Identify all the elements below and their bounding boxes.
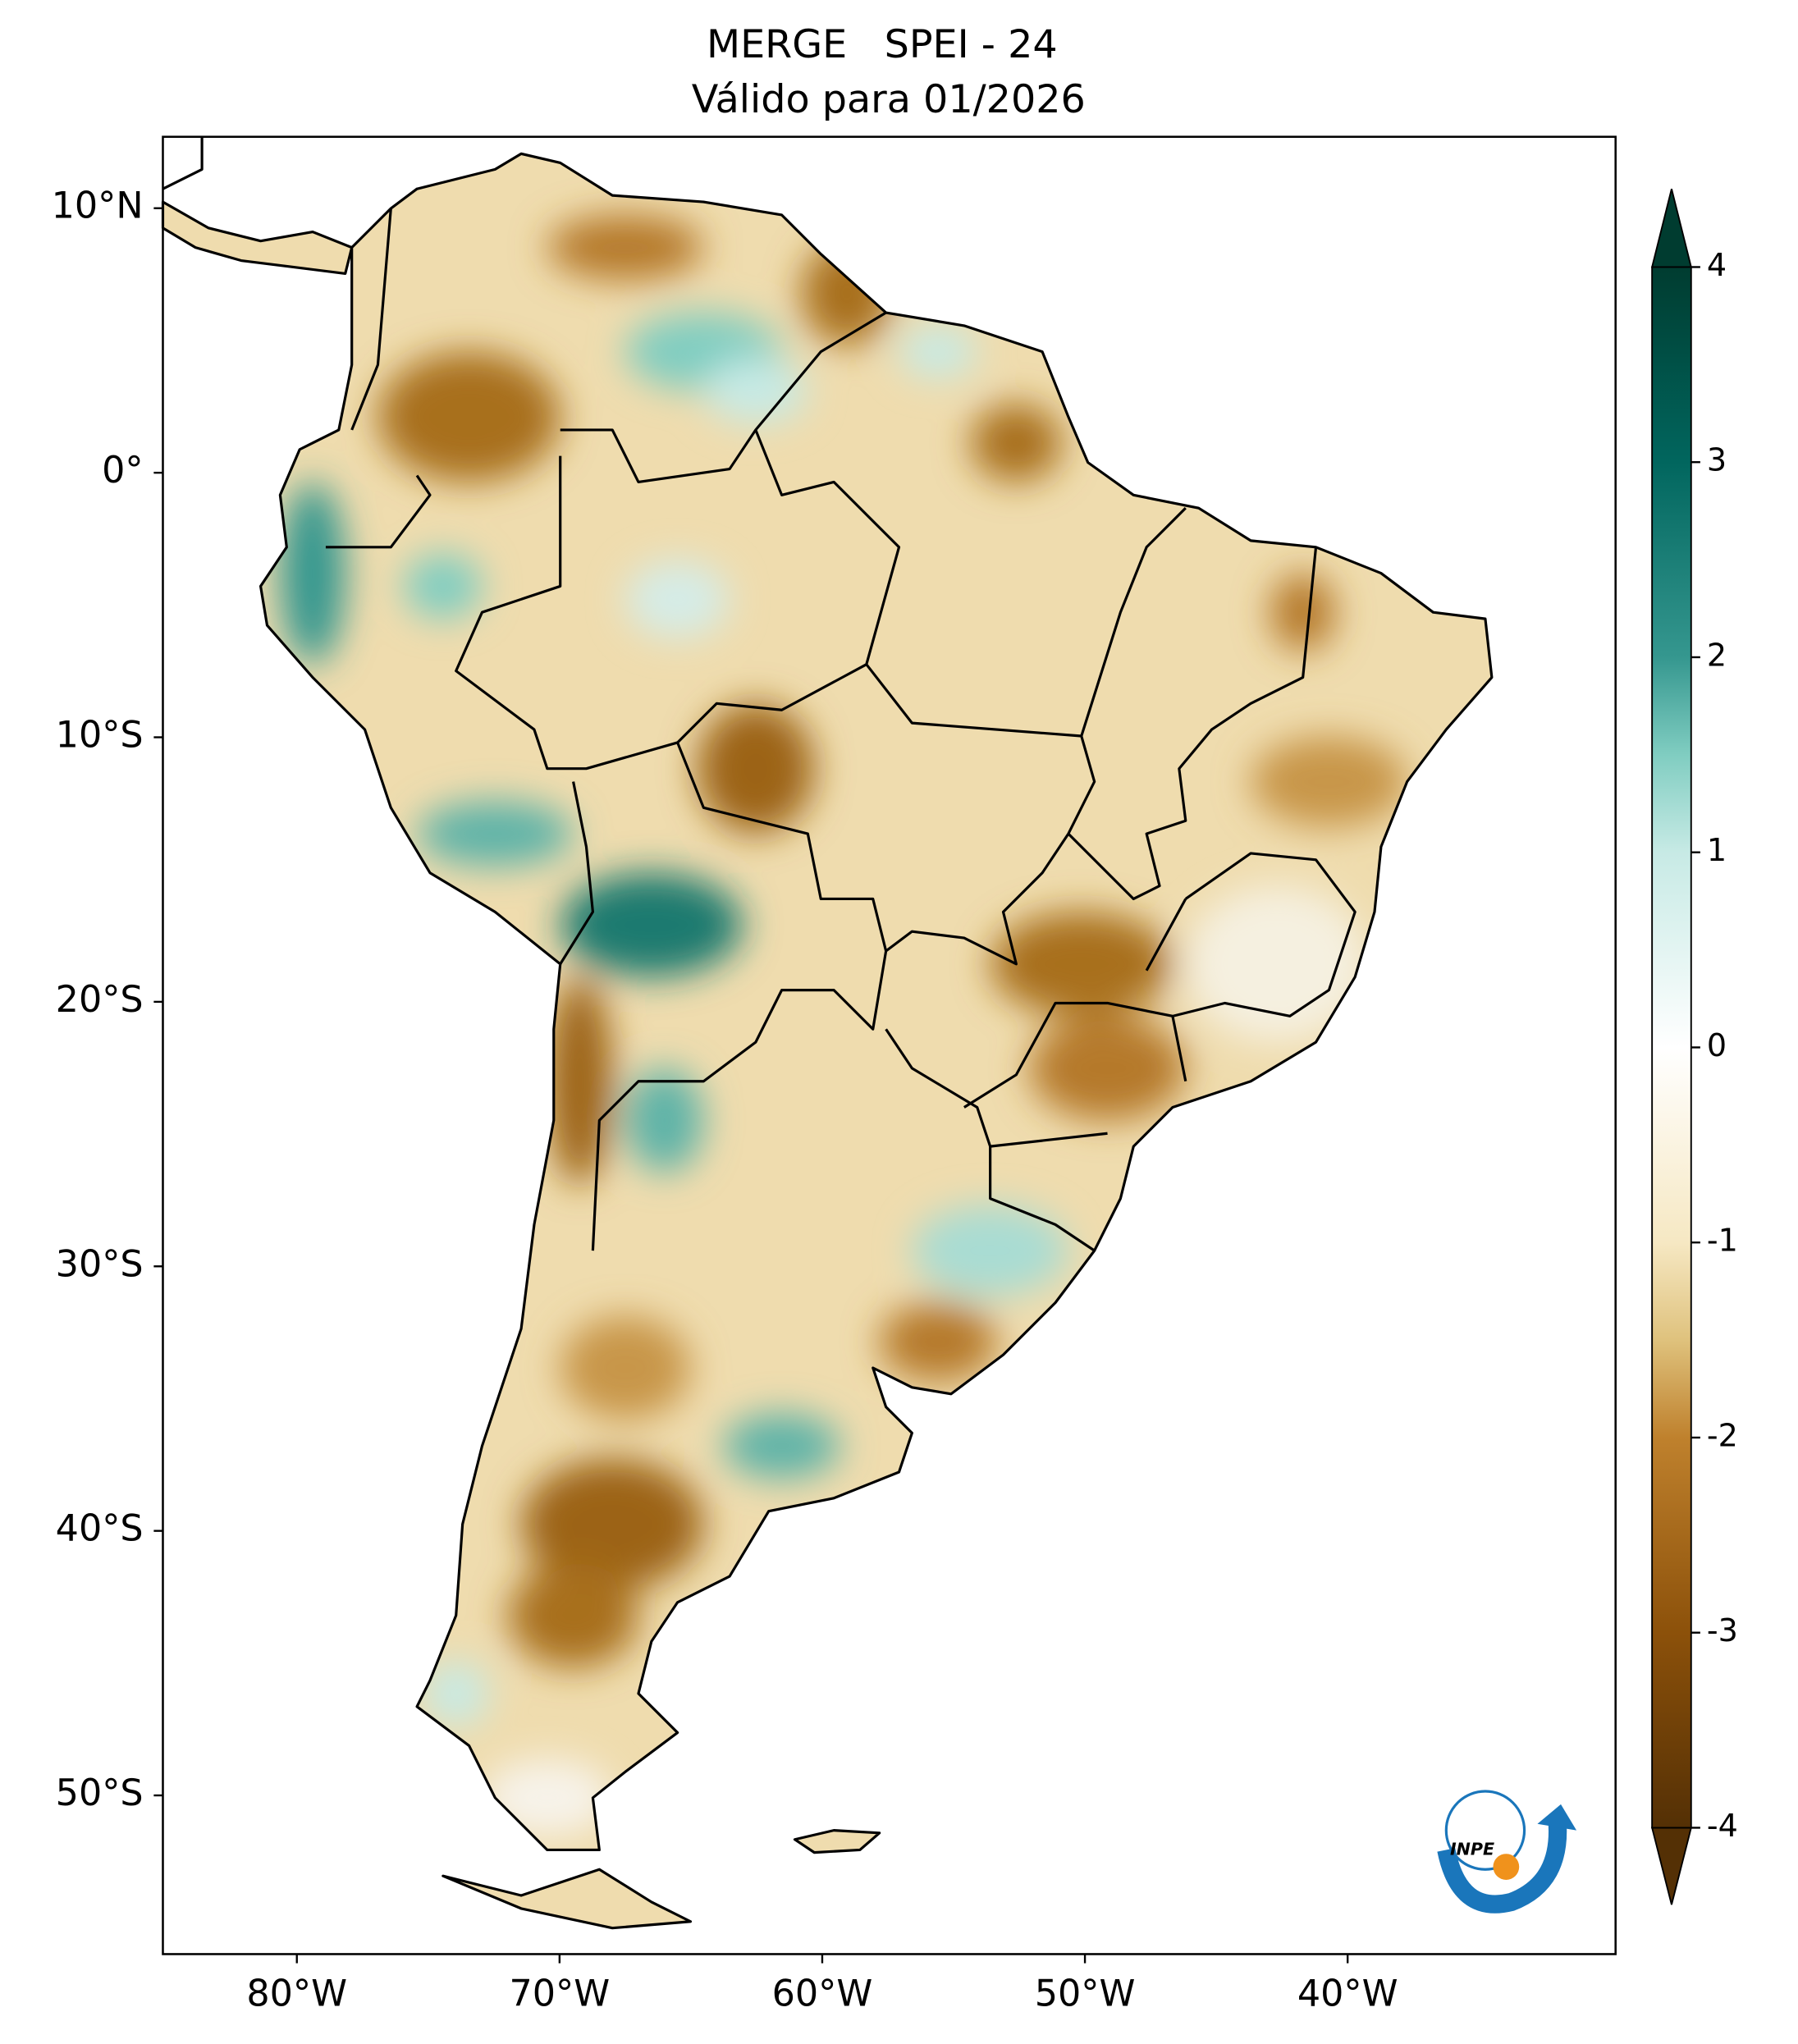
x-tick-label: 60°W [772, 1973, 873, 2014]
colorbar-tick-label: 1 [1707, 832, 1727, 868]
y-tick-label: 40°S [56, 1508, 144, 1550]
map-frame [162, 135, 1617, 1955]
colorbar-tick-label: 0 [1707, 1027, 1727, 1063]
colorbar-tick-label: 4 [1707, 247, 1727, 283]
y-tick-label: 20°S [56, 979, 144, 1021]
colorbar [1650, 188, 1693, 1905]
x-tick-label: 40°W [1297, 1973, 1398, 2014]
colorbar-tick-label: 3 [1707, 442, 1727, 478]
x-tick-label: 80°W [246, 1973, 347, 2014]
title-line: Válido para 01/2026 [692, 77, 1086, 122]
y-tick-label: 0° [102, 450, 144, 492]
logo-text: INPE [1450, 1839, 1494, 1859]
y-tick-label: 50°S [56, 1772, 144, 1814]
colorbar-tick-label: -3 [1707, 1612, 1738, 1648]
colorbar-tick-label: -2 [1707, 1417, 1738, 1453]
y-tick-label: 10°S [56, 715, 144, 757]
title-line: MERGE SPEI - 24 [707, 22, 1058, 67]
spei-field [162, 153, 1492, 1928]
y-tick-label: 30°S [56, 1243, 144, 1285]
colorbar-tick-label: -1 [1707, 1223, 1738, 1259]
colorbar-tick-label: 2 [1707, 637, 1727, 673]
x-tick-label: 70°W [510, 1973, 611, 2014]
colorbar-tick-label: -4 [1707, 1808, 1738, 1844]
y-tick-label: 10°N [52, 185, 144, 227]
x-tick-label: 50°W [1035, 1973, 1136, 2014]
inpe-logo: INPE [1437, 1790, 1577, 1914]
borders [161, 136, 1494, 1930]
